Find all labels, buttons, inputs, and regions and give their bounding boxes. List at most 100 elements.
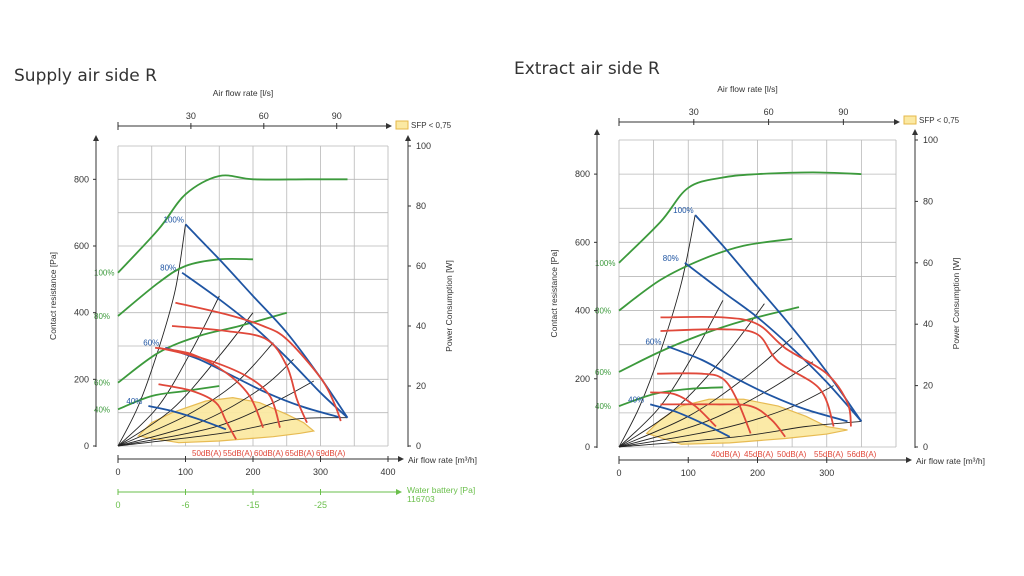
noise-curve-label: 55dB(A) [223, 449, 253, 458]
y-axis-tick-label: 0 [585, 442, 590, 452]
fan-curve-series [649, 403, 731, 438]
y2-axis-tick-label: 60 [416, 261, 426, 271]
system-curve [618, 337, 793, 448]
y2-axis-tick-label: 0 [923, 442, 928, 452]
noise-curve-label: 65dB(A) [285, 449, 315, 458]
x-axis-label: Air flow rate [m³/h] [408, 455, 477, 465]
noise-curve-series [175, 301, 342, 422]
noise-curve-series [657, 372, 752, 434]
system-curve [117, 342, 274, 447]
power-curve-series [618, 306, 800, 373]
y2-axis-arrow [912, 129, 918, 135]
y2-axis-tick-label: 80 [923, 196, 933, 206]
y2-axis-tick-label: 0 [416, 441, 421, 451]
top-axis-tick-label: 60 [259, 111, 269, 121]
noise-curve-series [660, 328, 835, 427]
power-curve-label: 100% [595, 259, 615, 268]
y2-axis-tick-label: 40 [416, 321, 426, 331]
system-curve [117, 417, 348, 447]
noise-curve-label: 40dB(A) [711, 450, 741, 459]
top-axis-tick-label: 60 [764, 107, 774, 117]
y2-axis-arrow [405, 135, 411, 141]
y2-axis-tick-label: 100 [923, 135, 938, 145]
power-curve-series [618, 171, 862, 264]
noise-curve-label: 55dB(A) [814, 450, 844, 459]
y2-axis-tick-label: 40 [923, 319, 933, 329]
top-axis-tick-label: 30 [689, 107, 699, 117]
noise-curve-label: 60dB(A) [254, 449, 284, 458]
fan-curve-label: 60% [143, 339, 159, 348]
fan-curve-series [684, 262, 863, 422]
x-axis-arrow [398, 456, 404, 462]
top-axis-tick-label: 90 [838, 107, 848, 117]
noise-curve-label: 50dB(A) [777, 450, 807, 459]
y-axis-tick-label: 400 [74, 308, 89, 318]
power-curve-series [618, 238, 793, 312]
noise-curve-series [650, 391, 717, 428]
system-curve [117, 358, 294, 447]
water-axis-arrow [396, 489, 402, 495]
top-axis-arrow [894, 119, 900, 125]
water-axis-code: 116703 [407, 494, 435, 504]
y2-axis-label: Power Consumption [W] [951, 258, 961, 350]
power-curve-label: 80% [94, 312, 110, 321]
chart-title-supply: Supply air side R [14, 66, 157, 86]
y2-axis-label: Power Consumption [W] [444, 260, 454, 352]
top-axis-tick-label: 90 [332, 111, 342, 121]
x-axis-tick-label: 200 [245, 467, 260, 477]
water-axis-tick-label: 0 [115, 500, 120, 510]
x-axis-tick-label: 100 [178, 467, 193, 477]
y-axis-tick-label: 800 [74, 174, 89, 184]
noise-curve-label: 45dB(A) [744, 450, 774, 459]
y-axis-arrow [93, 135, 99, 141]
sfp-legend-swatch [903, 115, 917, 125]
x-axis-tick-label: 400 [380, 467, 395, 477]
system-curve [117, 295, 220, 447]
noise-curve-series [660, 403, 786, 438]
x-axis-tick-label: 100 [681, 468, 696, 478]
y2-axis-tick-label: 80 [416, 201, 426, 211]
y2-axis-tick-label: 100 [416, 141, 431, 151]
fan-curve-series [667, 345, 848, 423]
power-curve-label: 100% [94, 269, 114, 278]
power-curve-label: 60% [595, 368, 611, 377]
fan-curve-series [184, 223, 349, 419]
top-axis-label: Air flow rate [l/s] [213, 88, 273, 98]
sfp-legend-label: SFP < 0,75 [411, 121, 452, 130]
noise-curve-series [660, 315, 852, 427]
y-axis-label: Contact resistance [Pa] [549, 250, 559, 338]
water-axis-tick-label: -25 [314, 500, 327, 510]
noise-curve-label: 56dB(A) [847, 450, 877, 459]
power-curve-series [117, 311, 288, 384]
x-axis-tick-label: 300 [819, 468, 834, 478]
power-curve-series [117, 174, 348, 274]
y-axis-tick-label: 200 [74, 374, 89, 384]
fan-curve-label: 80% [160, 264, 176, 273]
sfp-legend-swatch [395, 120, 409, 130]
y-axis-label: Contact resistance [Pa] [48, 252, 58, 340]
noise-curve-label: 69dB(A) [316, 449, 346, 458]
power-curve-series [618, 386, 723, 407]
x-axis-tick-label: 200 [750, 468, 765, 478]
y-axis-tick-label: 800 [575, 169, 590, 179]
power-curve-series [117, 257, 254, 317]
y2-axis-tick-label: 20 [416, 381, 426, 391]
power-curve-label: 80% [595, 307, 611, 316]
noise-curve-label: 50dB(A) [192, 449, 222, 458]
fan-curve-series [148, 405, 227, 431]
fan-curve-label: 80% [663, 254, 679, 263]
x-axis-arrow [906, 457, 912, 463]
sfp-legend-label: SFP < 0,75 [919, 116, 960, 125]
fan-curve-label: 100% [164, 215, 184, 224]
top-axis-label: Air flow rate [l/s] [717, 84, 777, 94]
fan-curve-label: 40% [126, 397, 142, 406]
water-axis-tick-label: -6 [181, 500, 189, 510]
x-axis-tick-label: 0 [115, 467, 120, 477]
top-axis-arrow [386, 123, 392, 129]
x-axis-tick-label: 300 [313, 467, 328, 477]
fan-curve-label: 100% [673, 206, 693, 215]
y-axis-tick-label: 600 [74, 241, 89, 251]
noise-curve-series [158, 383, 237, 440]
top-axis-tick-label: 30 [186, 111, 196, 121]
